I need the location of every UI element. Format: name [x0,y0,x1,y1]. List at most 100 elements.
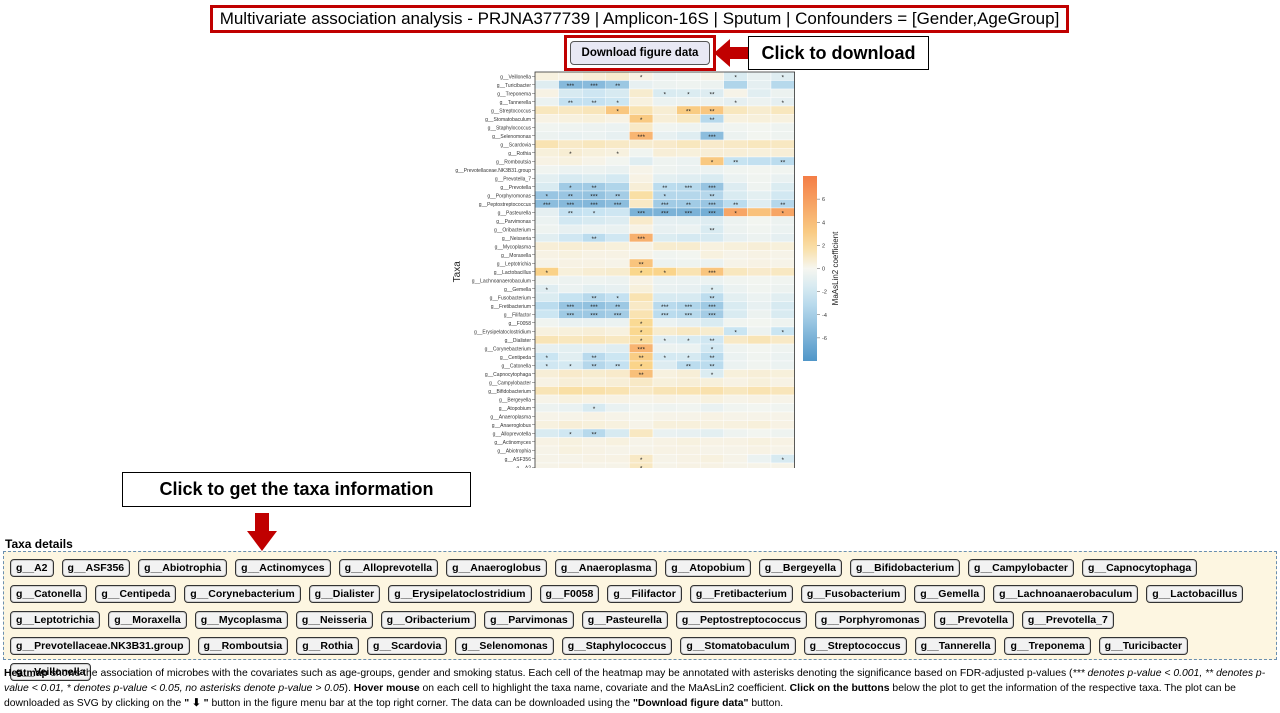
taxa-button[interactable]: g__Anaeroglobus [446,559,547,577]
taxa-button[interactable]: g__Alloprevotella [338,559,439,577]
taxa-button[interactable]: g__Abiotrophia [138,559,228,577]
heatmap-cell [747,369,772,379]
taxa-button[interactable]: g__Prevotellaceae.NK3B31.group [10,637,190,655]
taxa-button[interactable]: g__Porphyromonas [814,611,926,629]
download-figure-data-button[interactable]: Download figure data [570,41,710,65]
desc-download-icon: " ⬇ " [184,698,209,709]
taxa-button[interactable]: g__Lachnoanaerobaculum [993,585,1139,603]
taxa-button[interactable]: g__Catonella [10,585,88,603]
taxa-button[interactable]: g__Centipeda [95,585,177,603]
taxa-button[interactable]: g__Pasteurella [581,611,668,629]
taxa-button[interactable]: g__Turicibacter [1098,637,1189,655]
heatmap-cell [558,420,583,430]
taxa-button[interactable]: g__Selenomonas [455,637,554,655]
heatmap-cell [747,258,772,268]
download-highlight-box: Download figure data [564,35,716,71]
heatmap-cell [676,131,701,141]
taxa-button[interactable]: g__Gemella [914,585,986,603]
taxa-button[interactable]: g__Tannerella [914,637,997,655]
significance-label: * [640,74,643,81]
heatmap-cell [723,80,748,90]
taxa-button[interactable]: g__Rothia [296,637,360,655]
heatmap-cell [747,233,772,243]
row-label: g__F0058 [508,321,531,327]
taxa-button[interactable]: g__Capnocytophaga [1082,559,1198,577]
taxa-button[interactable]: g__Treponema [1004,637,1091,655]
heatmap-cell [558,335,583,345]
taxa-button[interactable]: g__Fusobacterium [800,585,907,603]
heatmap-cell [676,326,701,336]
taxa-button[interactable]: g__Dialister [308,585,381,603]
significance-label: * [616,151,619,158]
significance-label: * [546,193,549,200]
taxa-button[interactable]: g__Corynebacterium [184,585,301,603]
taxa-button[interactable]: g__Bifidobacterium [850,559,961,577]
taxa-button[interactable]: g__Oribacterium [380,611,477,629]
taxa-button[interactable]: g__Leptotrichia [10,611,101,629]
significance-label: ** [709,108,715,115]
heatmap-cell [652,377,677,387]
taxa-button[interactable]: g__Atopobium [665,559,751,577]
significance-label: ** [615,193,621,200]
heatmap-cell [558,445,583,455]
heatmap-cell [700,97,725,107]
heatmap-cell [605,258,630,268]
heatmap-cell [581,148,606,158]
heatmap-cell [676,241,701,251]
heatmap-cell [747,326,772,336]
taxa-button[interactable]: g__Prevotella_7 [1021,611,1114,629]
heatmap-cell [723,352,748,362]
heatmap-cell [700,386,725,396]
taxa-button[interactable]: g__Streptococcus [803,637,907,655]
heatmap-cell [534,233,559,243]
heatmap-cell [629,437,654,447]
taxa-button[interactable]: g__Actinomyces [235,559,331,577]
heatmap-cell [723,88,748,98]
taxa-button[interactable]: g__Bergeyella [758,559,843,577]
taxa-button[interactable]: g__Peptostreptococcus [675,611,807,629]
taxa-button[interactable]: g__Erysipelatoclostridium [388,585,532,603]
heatmap-cell [770,403,795,413]
heatmap-cell [700,165,725,175]
taxa-button[interactable]: g__Scardovia [367,637,448,655]
heatmap-cell [723,386,748,396]
heatmap-cell [747,309,772,319]
taxa-button[interactable]: g__Parvimonas [484,611,574,629]
significance-label: * [664,91,667,98]
heatmap-cell [605,182,630,192]
taxa-button[interactable]: g__Anaeroplasma [554,559,658,577]
row-label: g__Prevotella [500,185,531,191]
taxa-button[interactable]: g__Fretibacterium [689,585,793,603]
heatmap-cell [770,241,795,251]
taxa-button[interactable]: g__Staphylococcus [561,637,673,655]
taxa-button[interactable]: g__Mycoplasma [194,611,288,629]
taxa-button[interactable]: g__Lactobacillus [1146,585,1244,603]
heatmap-cell [747,216,772,226]
taxa-button[interactable]: g__Prevotella [933,611,1014,629]
heatmap-cell [770,309,795,319]
significance-label: * [664,355,667,362]
heatmap-cell [534,411,559,421]
heatmap-cell [558,462,583,468]
taxa-button[interactable]: g__Veillonella [10,663,92,681]
taxa-button[interactable]: g__A2 [10,559,54,577]
heatmap-cell [747,445,772,455]
taxa-button[interactable]: g__Filifactor [607,585,682,603]
taxa-button[interactable]: g__Neisseria [295,611,373,629]
heatmap-cell [770,394,795,404]
significance-label: * [569,363,572,370]
heatmap-cell [700,233,725,243]
taxa-button[interactable]: g__ASF356 [61,559,131,577]
heatmap-cell [770,250,795,260]
heatmap-cell [558,114,583,124]
taxa-button[interactable]: g__Campylobacter [968,559,1074,577]
heatmap-cell [770,80,795,90]
taxa-button[interactable]: g__Romboutsia [197,637,289,655]
significance-label: *** [590,83,598,90]
taxa-button[interactable]: g__F0058 [539,585,600,603]
taxa-button[interactable]: g__Stomatobaculum [680,637,796,655]
taxa-button[interactable]: g__Moraxella [108,611,187,629]
heatmap-cell [534,326,559,336]
heatmap-cell [652,428,677,438]
significance-label: ** [709,363,715,370]
